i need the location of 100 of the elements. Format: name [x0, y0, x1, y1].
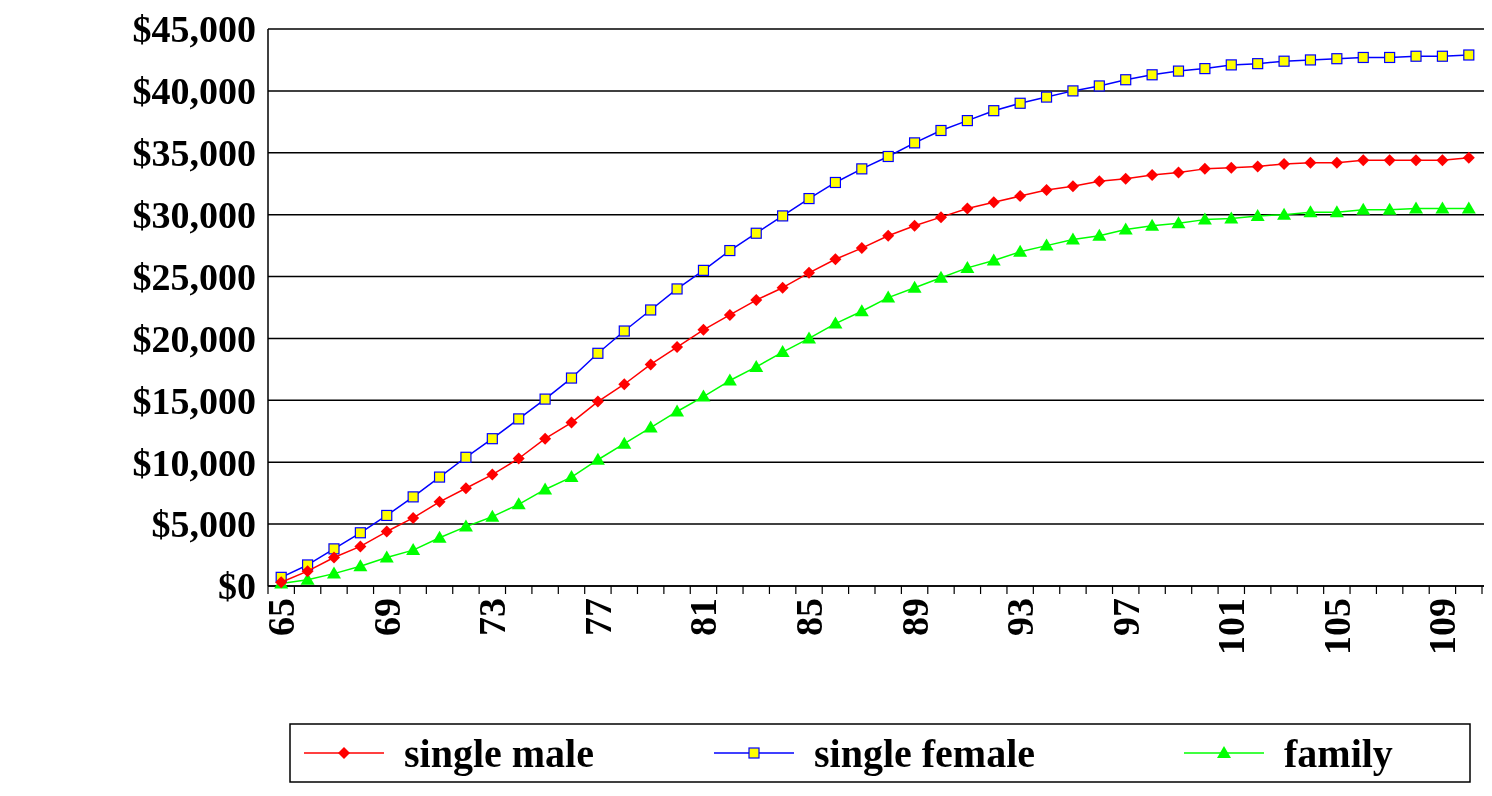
point	[724, 244, 736, 257]
point	[988, 105, 1000, 117]
point	[379, 550, 394, 563]
point	[1119, 172, 1132, 185]
point	[1066, 180, 1079, 193]
x-tick-label: 89	[893, 598, 936, 636]
point	[1357, 154, 1370, 167]
point	[1225, 161, 1238, 174]
point	[1357, 51, 1369, 64]
point	[856, 163, 868, 175]
point	[1225, 59, 1237, 71]
point	[458, 519, 473, 532]
point	[512, 452, 525, 465]
point	[961, 115, 973, 127]
y-tick-label: $20,000	[132, 317, 256, 360]
point	[485, 509, 500, 522]
point	[961, 202, 974, 215]
y-tick-label: $40,000	[132, 70, 256, 113]
point	[513, 413, 525, 425]
point	[986, 253, 1001, 266]
point	[722, 373, 737, 386]
point	[696, 389, 711, 402]
point	[644, 358, 657, 371]
point	[829, 176, 842, 189]
x-tick-label: 65	[260, 598, 303, 636]
point	[1277, 207, 1292, 220]
point	[590, 452, 605, 465]
point	[1331, 53, 1343, 65]
point	[907, 280, 922, 293]
point	[486, 433, 498, 445]
y-tick-label: $10,000	[132, 441, 256, 484]
point	[750, 227, 762, 239]
point	[1330, 156, 1343, 169]
legend-label: family	[1284, 731, 1393, 776]
point	[881, 290, 896, 303]
point	[592, 347, 604, 359]
point	[407, 511, 420, 524]
point	[1197, 212, 1212, 225]
point	[855, 242, 868, 255]
x-tick-label: 81	[682, 598, 725, 636]
point	[1199, 63, 1211, 75]
point	[1092, 228, 1107, 241]
point	[1356, 202, 1371, 215]
point	[1278, 55, 1290, 67]
x-tick-label: 105	[1315, 598, 1358, 655]
point	[1329, 205, 1344, 218]
point	[829, 253, 842, 266]
point	[433, 495, 446, 508]
point	[1409, 201, 1424, 214]
point	[854, 304, 869, 317]
point	[1435, 201, 1450, 214]
point	[775, 345, 790, 358]
point	[328, 543, 340, 555]
point	[301, 565, 314, 578]
point	[1410, 50, 1422, 62]
point	[353, 559, 368, 572]
y-tick-label: $5,000	[151, 503, 256, 546]
y-tick-label: $25,000	[132, 255, 256, 298]
point	[617, 436, 632, 449]
point	[1304, 156, 1317, 169]
point	[486, 468, 499, 481]
legend-label: single male	[404, 731, 594, 776]
point	[1093, 80, 1105, 92]
point	[934, 211, 947, 224]
point	[1304, 54, 1317, 66]
point	[643, 420, 658, 433]
point	[1463, 49, 1475, 61]
y-tick-label: $45,000	[132, 8, 256, 51]
point	[565, 372, 578, 384]
point	[618, 378, 631, 391]
point	[1198, 162, 1211, 175]
x-tick-label: 109	[1421, 598, 1464, 655]
point	[1040, 183, 1053, 196]
point	[803, 192, 815, 205]
point	[354, 540, 367, 553]
point	[1462, 151, 1475, 164]
point	[1224, 211, 1239, 224]
point	[1146, 69, 1158, 81]
point	[1436, 154, 1449, 167]
point	[935, 124, 947, 137]
point	[1014, 190, 1027, 203]
point	[776, 281, 789, 294]
point	[380, 525, 393, 538]
y-tick-label: $15,000	[132, 379, 256, 422]
point	[564, 470, 579, 483]
point	[777, 210, 789, 222]
point	[433, 471, 446, 483]
point	[1093, 175, 1106, 188]
x-tick-label: 85	[788, 598, 831, 636]
point	[1252, 58, 1264, 70]
point	[1250, 208, 1265, 221]
point	[828, 316, 843, 329]
legend-label: single female	[814, 731, 1036, 776]
y-tick-label: $35,000	[132, 132, 256, 175]
point	[406, 543, 421, 556]
point	[803, 266, 816, 279]
point	[933, 270, 948, 283]
point	[1303, 205, 1318, 218]
point	[1118, 222, 1133, 235]
point	[565, 416, 578, 429]
